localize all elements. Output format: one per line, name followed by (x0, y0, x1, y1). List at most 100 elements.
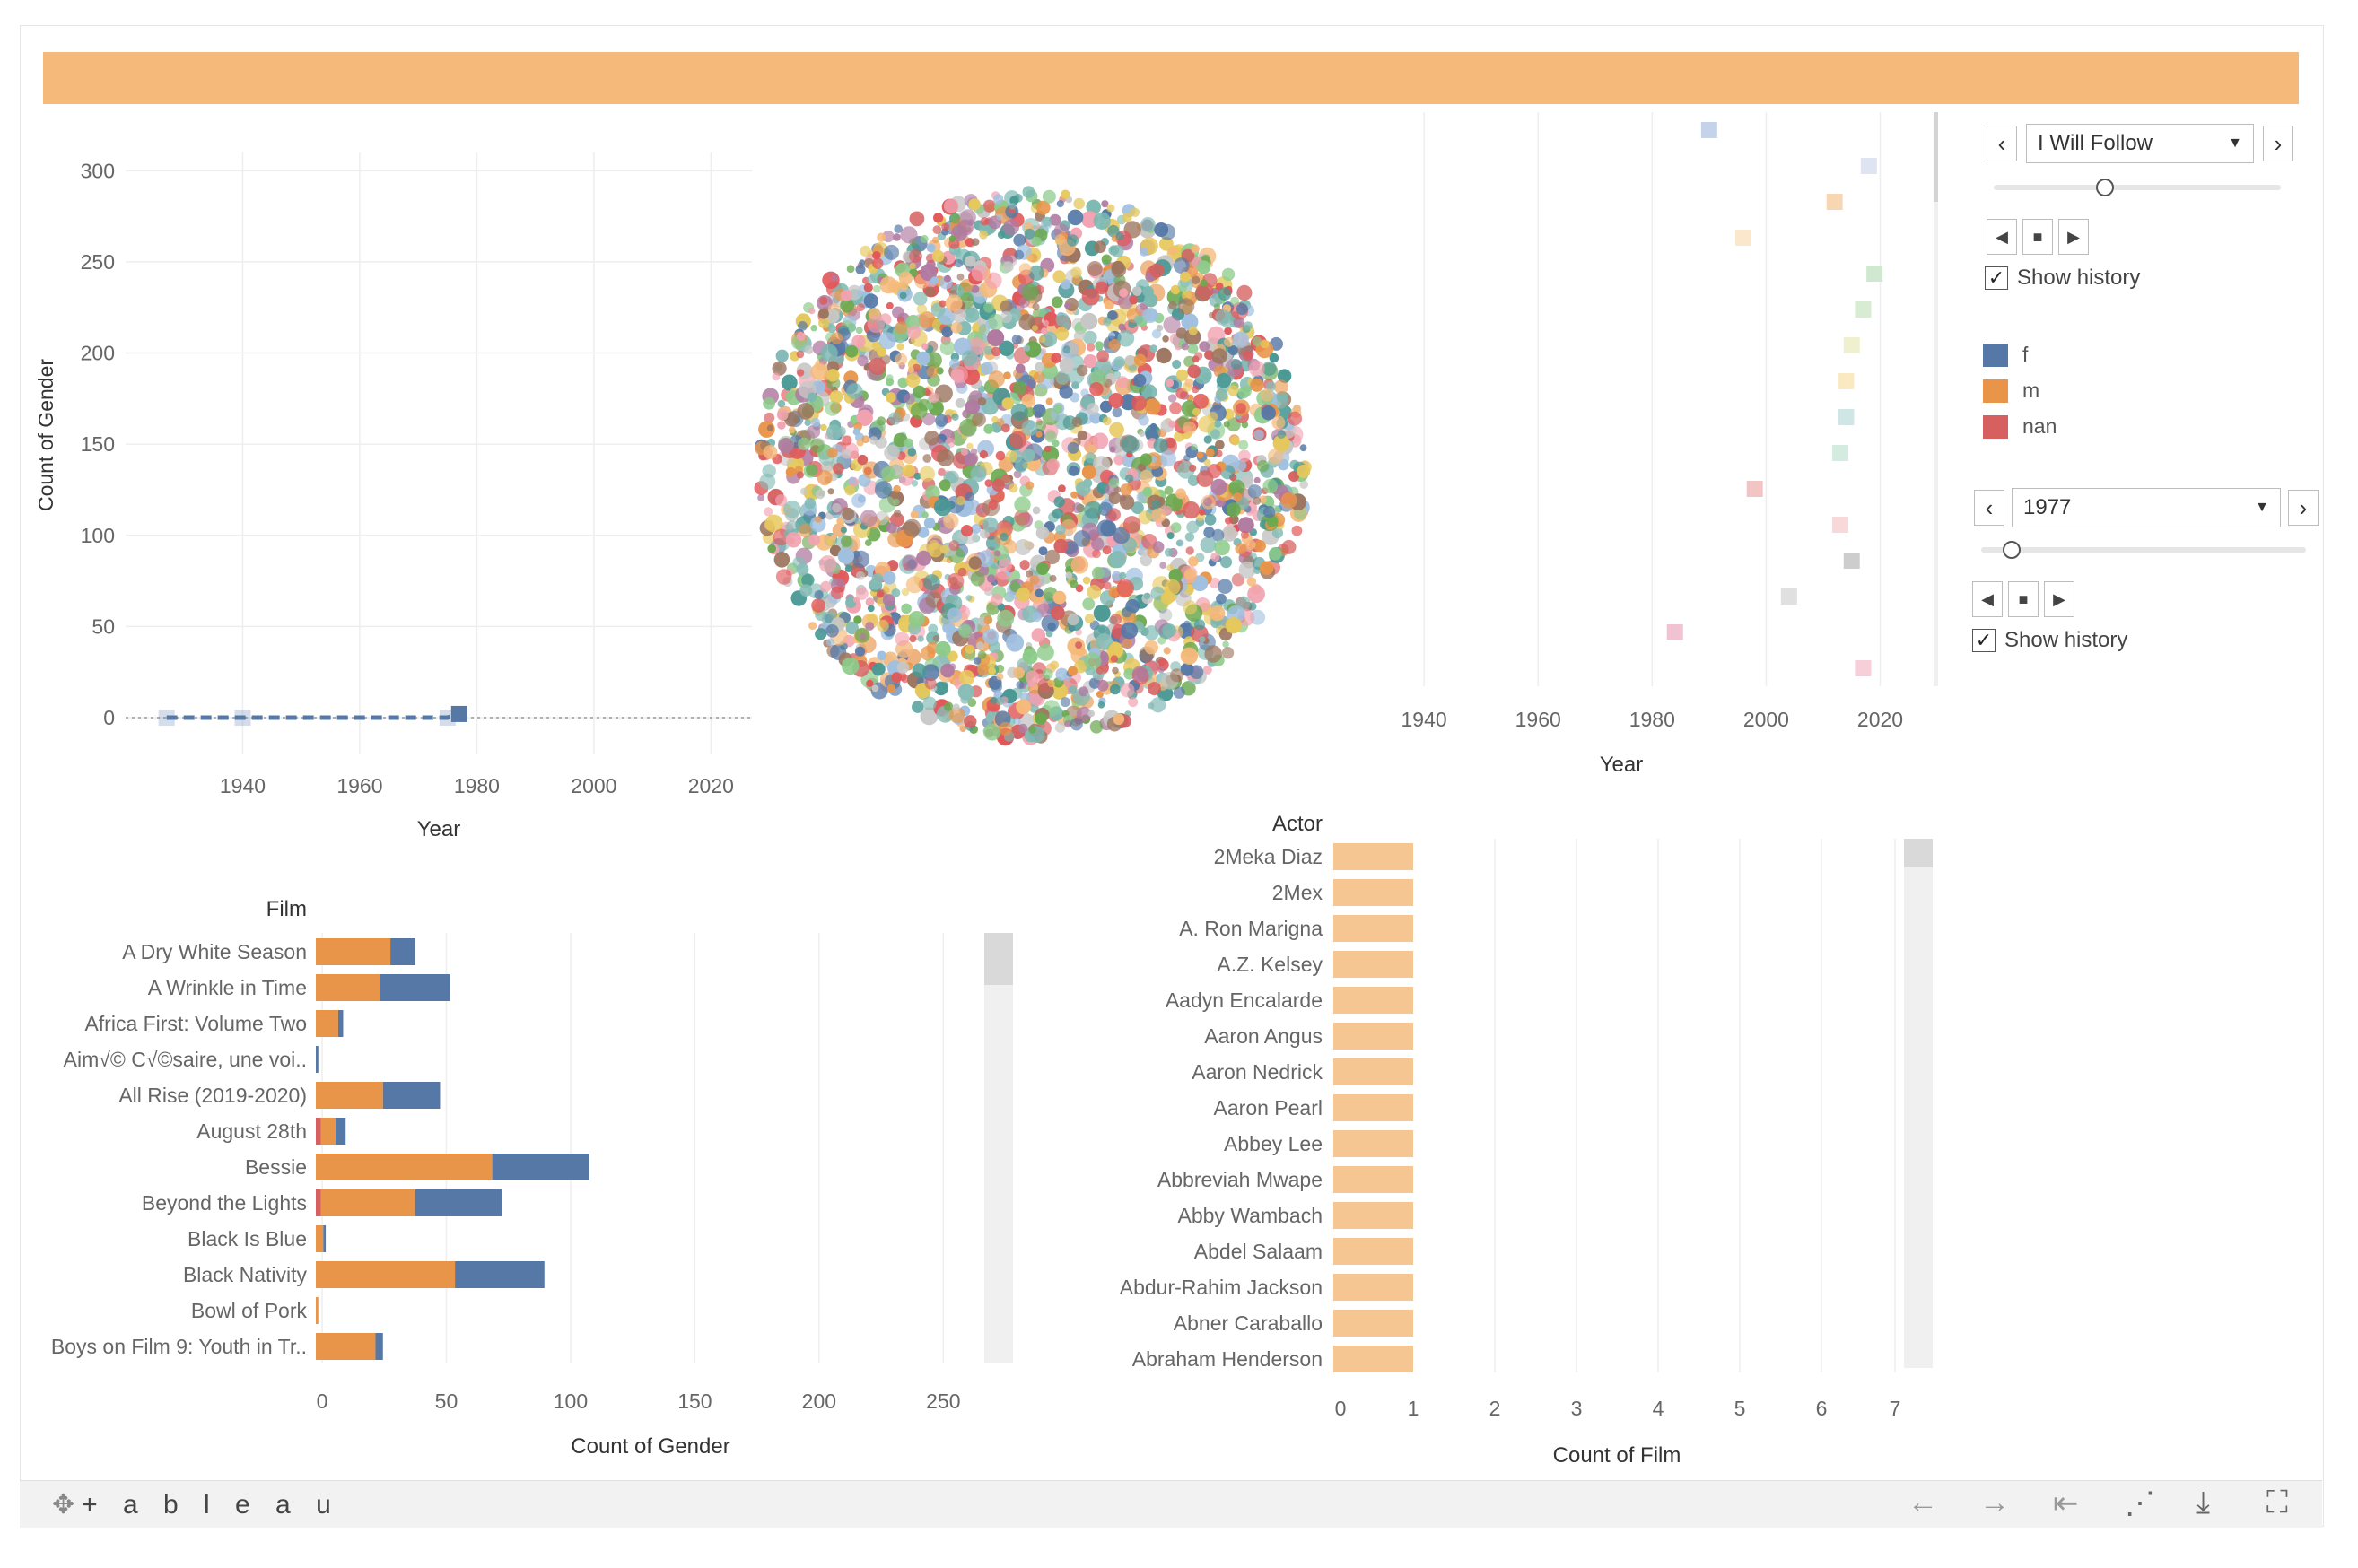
actor-bar[interactable] (1333, 1346, 1413, 1372)
actor-bubble[interactable] (1175, 539, 1183, 546)
actor-bubble[interactable] (1096, 666, 1104, 675)
actor-bubble[interactable] (1087, 343, 1096, 352)
actor-bubble[interactable] (831, 586, 844, 599)
actor-bubble[interactable] (1051, 353, 1061, 363)
actor-bubble[interactable] (999, 340, 1015, 356)
actor-bubble[interactable] (1004, 629, 1011, 636)
actor-bubble[interactable] (1140, 553, 1152, 567)
actor-bubble[interactable] (814, 590, 824, 600)
actor-bubble[interactable] (905, 576, 923, 594)
actor-bubble[interactable] (994, 550, 1001, 557)
actor-bar-chart[interactable]: Actor 2Meka Diaz 2Mex A. Ron Marigna A.Z. K… (1059, 798, 1956, 1471)
actor-bubble[interactable] (907, 448, 917, 457)
actor-bubble[interactable] (1166, 379, 1175, 388)
actor-bubble[interactable] (1221, 267, 1236, 282)
actor-bubble[interactable] (1108, 477, 1120, 489)
actor-bubble[interactable] (1138, 510, 1152, 525)
actor-bubble[interactable] (1031, 236, 1042, 247)
actor-bubble[interactable] (1168, 394, 1177, 403)
actor-bubble[interactable] (764, 507, 773, 517)
scatter-point[interactable] (1866, 266, 1883, 282)
actor-bubble[interactable] (1014, 249, 1025, 260)
actor-bubble[interactable] (853, 615, 862, 624)
actor-label[interactable]: Abdel Salaam (1194, 1240, 1323, 1263)
actor-bubble[interactable] (878, 332, 896, 350)
actor-bubble[interactable] (1138, 463, 1147, 472)
actor-bubble[interactable] (763, 445, 778, 459)
actor-bubble[interactable] (1112, 666, 1119, 675)
actor-label[interactable]: Abraham Henderson (1132, 1347, 1323, 1371)
actor-bubble[interactable] (1159, 608, 1173, 622)
scatter-point[interactable] (1855, 660, 1872, 676)
actor-bubble[interactable] (1017, 723, 1028, 734)
actor-bubble[interactable] (1044, 445, 1052, 453)
actor-bubble[interactable] (1188, 464, 1197, 473)
actor-bubble[interactable] (1035, 420, 1046, 431)
actor-bubble[interactable] (1023, 344, 1031, 352)
actor-bubble[interactable] (1101, 200, 1109, 208)
actor-bubble[interactable] (1081, 465, 1096, 480)
actor-bubble[interactable] (1204, 514, 1217, 526)
actor-bubble[interactable] (1033, 371, 1045, 384)
actor-bubble[interactable] (1163, 647, 1171, 655)
actor-bubble[interactable] (882, 571, 896, 585)
actor-bubble[interactable] (1124, 354, 1136, 366)
actor-bubble[interactable] (1121, 622, 1139, 640)
actor-bubble[interactable] (1204, 350, 1214, 360)
actor-bubble[interactable] (1199, 341, 1210, 352)
actor-bubble[interactable] (919, 466, 935, 482)
film-bar-m[interactable] (316, 974, 380, 1001)
actor-bubble[interactable] (1119, 571, 1127, 579)
actor-bubble[interactable] (1108, 642, 1124, 658)
actor-bubble[interactable] (1277, 430, 1286, 439)
actor-bubble[interactable] (922, 454, 932, 463)
actor-bubble[interactable] (982, 199, 996, 213)
actor-bubble[interactable] (1203, 459, 1211, 466)
actor-bubble[interactable] (1291, 525, 1303, 536)
actor-bar[interactable] (1333, 1023, 1413, 1050)
actor-bubble[interactable] (871, 572, 884, 585)
actor-bubble[interactable] (1000, 532, 1009, 542)
actor-bubble[interactable] (970, 448, 978, 456)
actor-bubble[interactable] (925, 591, 942, 608)
play-button[interactable]: ▶ (2058, 219, 2089, 255)
actor-bubble[interactable] (1052, 590, 1067, 605)
actor-bubble[interactable] (943, 701, 954, 711)
film-bar-m[interactable] (320, 1118, 336, 1145)
actor-bubble[interactable] (1133, 353, 1147, 367)
actor-bubble[interactable] (877, 416, 886, 426)
actor-bubble[interactable] (1092, 432, 1109, 449)
actor-bubble[interactable] (909, 635, 917, 643)
actor-bubble[interactable] (1069, 466, 1079, 476)
actor-bubble[interactable] (948, 707, 965, 724)
actor-bubble[interactable] (1022, 186, 1035, 198)
actor-bubble[interactable] (1095, 281, 1109, 295)
actor-bubble[interactable] (1014, 496, 1031, 513)
actor-bubble[interactable] (985, 272, 1002, 289)
actor-bubble[interactable] (891, 672, 903, 683)
actor-bubble[interactable] (1060, 697, 1070, 708)
actor-bubble[interactable] (1238, 561, 1256, 579)
actor-bubble[interactable] (1103, 581, 1112, 590)
actor-bubble[interactable] (1116, 376, 1129, 388)
actor-bubble[interactable] (1183, 421, 1197, 435)
actor-bubble[interactable] (977, 550, 995, 568)
actor-bubble[interactable] (939, 300, 947, 308)
actor-bubble[interactable] (1110, 655, 1119, 663)
actor-bubble[interactable] (872, 251, 881, 260)
actor-bubble[interactable] (1096, 633, 1114, 650)
actor-bubble[interactable] (1084, 614, 1095, 624)
actor-bubble[interactable] (1009, 581, 1021, 593)
actor-bubble[interactable] (1139, 431, 1146, 437)
actor-bubble[interactable] (767, 544, 776, 553)
actor-bubble[interactable] (1180, 662, 1194, 676)
actor-bubble[interactable] (1009, 483, 1018, 493)
actor-bubble[interactable] (1049, 574, 1057, 582)
actor-bubble[interactable] (897, 377, 909, 388)
actor-bubble[interactable] (1169, 402, 1182, 414)
actor-bubble[interactable] (763, 396, 775, 410)
show-history-checkbox-1[interactable]: ✓ Show history (1985, 266, 2140, 291)
actor-bubble[interactable] (1016, 681, 1025, 689)
actor-bubble[interactable] (1228, 479, 1245, 496)
actor-bubble[interactable] (957, 684, 974, 701)
